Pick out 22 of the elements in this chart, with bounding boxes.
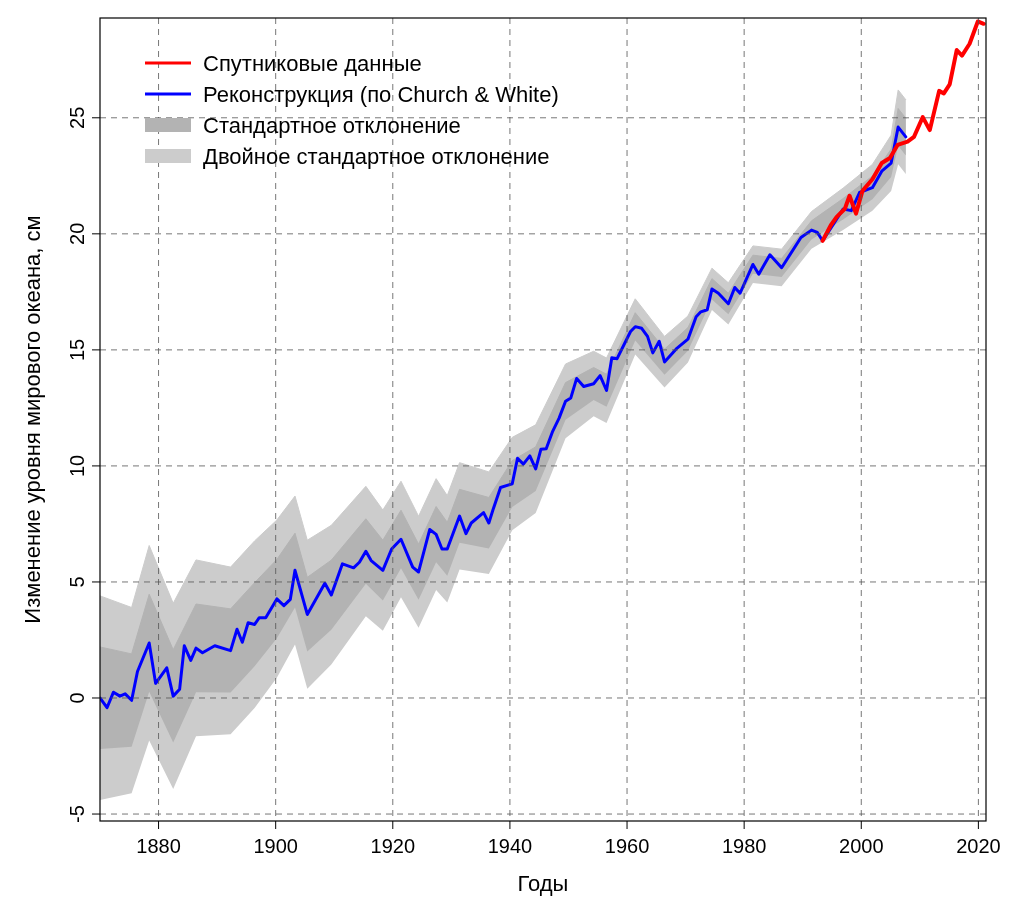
y-tick-label: 5 [66, 576, 88, 588]
x-tick-label: 2020 [956, 835, 1001, 857]
x-tick-label: 2000 [839, 835, 884, 857]
line-series [820, 19, 986, 243]
x-tick-label: 1880 [136, 835, 181, 857]
legend-label: Двойное стандартное отклонение [203, 144, 550, 169]
y-tick-label: 15 [66, 338, 88, 361]
y-tick-label: 25 [66, 106, 88, 129]
x-tick-label: 1940 [487, 835, 533, 857]
x-tick-label: 1900 [253, 835, 298, 857]
y-tick-label: -5 [66, 805, 88, 823]
y-tick-label: 0 [66, 692, 88, 704]
legend-label: Стандартное отклонение [203, 113, 461, 138]
x-axis-title: Годы [517, 871, 569, 896]
x-tick-label: 1980 [721, 835, 767, 857]
y-axis-title: Изменение уровня мирового океана, см [20, 215, 45, 624]
y-tick-label: 10 [66, 454, 88, 478]
x-tick-label: 1960 [604, 835, 650, 857]
legend-label: Спутниковые данные [203, 51, 422, 76]
x-tick-label: 1920 [370, 835, 416, 857]
legend-label: Реконструкция (по Church & White) [203, 82, 559, 107]
y-tick-label: 20 [66, 222, 88, 245]
